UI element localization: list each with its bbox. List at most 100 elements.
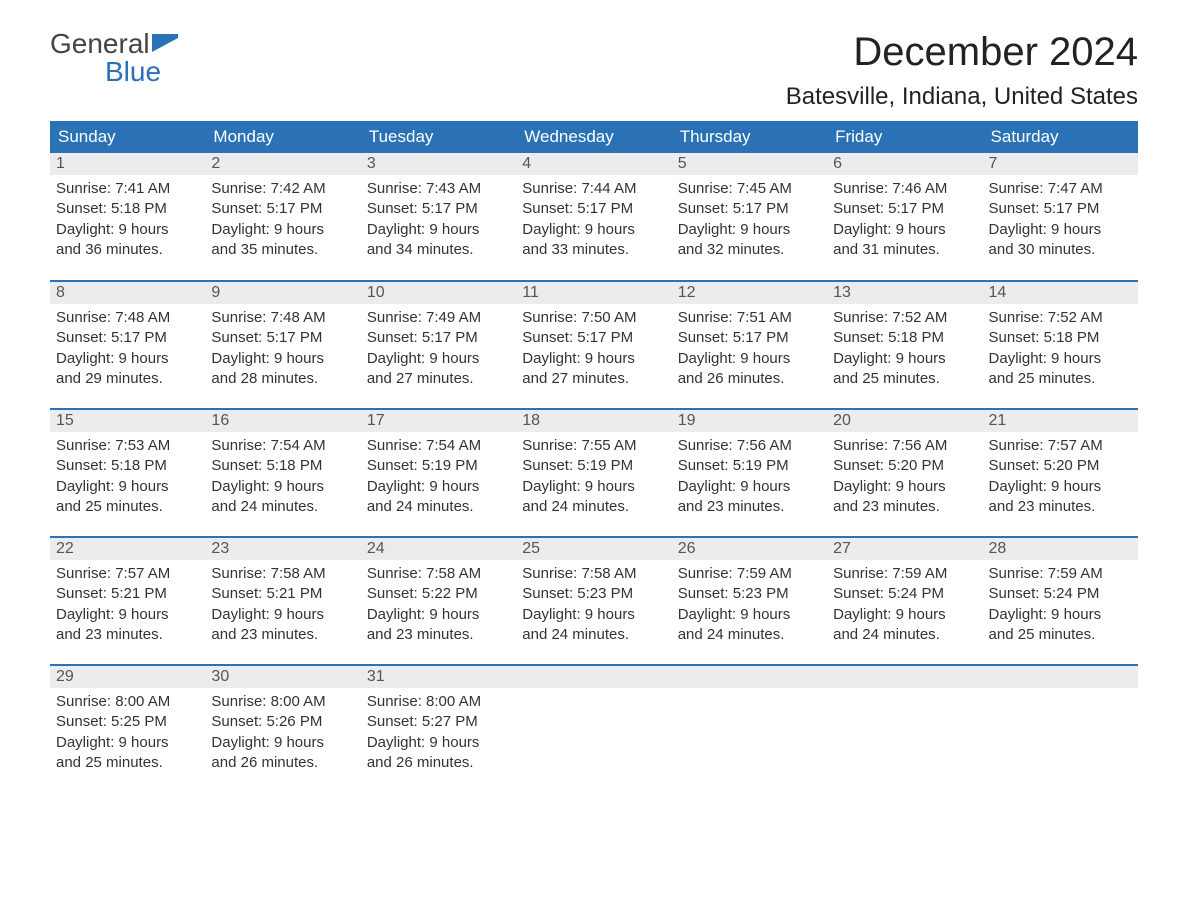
daylight-line1: Daylight: 9 hours	[56, 733, 199, 753]
day-details: Sunrise: 7:45 AMSunset: 5:17 PMDaylight:…	[672, 175, 827, 260]
day-details: Sunrise: 7:56 AMSunset: 5:19 PMDaylight:…	[672, 432, 827, 517]
day-number: 10	[361, 282, 516, 304]
sunrise-text: Sunrise: 7:54 AM	[211, 436, 354, 456]
sunset-text: Sunset: 5:18 PM	[989, 328, 1132, 348]
sunrise-text: Sunrise: 7:41 AM	[56, 179, 199, 199]
sunrise-text: Sunrise: 8:00 AM	[211, 692, 354, 712]
day-number: 29	[50, 666, 205, 688]
daylight-line2: and 26 minutes.	[678, 369, 821, 389]
sunset-text: Sunset: 5:17 PM	[989, 199, 1132, 219]
sunset-text: Sunset: 5:19 PM	[678, 456, 821, 476]
day-number: 6	[827, 153, 982, 175]
calendar-day: 29Sunrise: 8:00 AMSunset: 5:25 PMDayligh…	[50, 665, 205, 793]
daylight-line1: Daylight: 9 hours	[833, 477, 976, 497]
day-number: 18	[516, 410, 671, 432]
day-details: Sunrise: 7:41 AMSunset: 5:18 PMDaylight:…	[50, 175, 205, 260]
sunset-text: Sunset: 5:17 PM	[522, 328, 665, 348]
daylight-line2: and 25 minutes.	[56, 753, 199, 773]
daylight-line2: and 25 minutes.	[833, 369, 976, 389]
calendar-day: 15Sunrise: 7:53 AMSunset: 5:18 PMDayligh…	[50, 409, 205, 537]
daylight-line1: Daylight: 9 hours	[211, 349, 354, 369]
sunset-text: Sunset: 5:26 PM	[211, 712, 354, 732]
brand-logo: General Blue	[50, 30, 178, 86]
month-title: December 2024	[786, 30, 1138, 75]
sunset-text: Sunset: 5:17 PM	[367, 199, 510, 219]
day-details: Sunrise: 8:00 AMSunset: 5:26 PMDaylight:…	[205, 688, 360, 773]
day-details: Sunrise: 7:43 AMSunset: 5:17 PMDaylight:…	[361, 175, 516, 260]
brand-line2: Blue	[50, 58, 178, 86]
daylight-line2: and 23 minutes.	[989, 497, 1132, 517]
daylight-line2: and 25 minutes.	[989, 369, 1132, 389]
daylight-line2: and 30 minutes.	[989, 240, 1132, 260]
daylight-line2: and 23 minutes.	[56, 625, 199, 645]
day-number: 5	[672, 153, 827, 175]
day-details: Sunrise: 7:52 AMSunset: 5:18 PMDaylight:…	[827, 304, 982, 389]
day-details: Sunrise: 7:49 AMSunset: 5:17 PMDaylight:…	[361, 304, 516, 389]
calendar-day: 31Sunrise: 8:00 AMSunset: 5:27 PMDayligh…	[361, 665, 516, 793]
sunset-text: Sunset: 5:18 PM	[56, 199, 199, 219]
day-details: Sunrise: 7:57 AMSunset: 5:21 PMDaylight:…	[50, 560, 205, 645]
calendar-day: 10Sunrise: 7:49 AMSunset: 5:17 PMDayligh…	[361, 281, 516, 409]
sunrise-text: Sunrise: 7:43 AM	[367, 179, 510, 199]
day-details: Sunrise: 7:59 AMSunset: 5:24 PMDaylight:…	[827, 560, 982, 645]
day-number: 17	[361, 410, 516, 432]
sunset-text: Sunset: 5:17 PM	[211, 328, 354, 348]
sunrise-text: Sunrise: 7:45 AM	[678, 179, 821, 199]
day-number: 30	[205, 666, 360, 688]
day-number: 14	[983, 282, 1138, 304]
sunset-text: Sunset: 5:18 PM	[211, 456, 354, 476]
sunset-text: Sunset: 5:23 PM	[678, 584, 821, 604]
day-details: Sunrise: 7:53 AMSunset: 5:18 PMDaylight:…	[50, 432, 205, 517]
calendar-body: 1Sunrise: 7:41 AMSunset: 5:18 PMDaylight…	[50, 153, 1138, 793]
sunset-text: Sunset: 5:27 PM	[367, 712, 510, 732]
daylight-line1: Daylight: 9 hours	[367, 733, 510, 753]
calendar-day: 17Sunrise: 7:54 AMSunset: 5:19 PMDayligh…	[361, 409, 516, 537]
sunrise-text: Sunrise: 7:58 AM	[522, 564, 665, 584]
sunset-text: Sunset: 5:17 PM	[678, 199, 821, 219]
daylight-line1: Daylight: 9 hours	[833, 605, 976, 625]
daylight-line1: Daylight: 9 hours	[367, 220, 510, 240]
daylight-line1: Daylight: 9 hours	[989, 220, 1132, 240]
daylight-line1: Daylight: 9 hours	[678, 220, 821, 240]
calendar-day-empty	[827, 665, 982, 793]
sunset-text: Sunset: 5:17 PM	[522, 199, 665, 219]
daylight-line1: Daylight: 9 hours	[678, 349, 821, 369]
calendar-day: 4Sunrise: 7:44 AMSunset: 5:17 PMDaylight…	[516, 153, 671, 281]
column-header: Monday	[205, 121, 360, 153]
daylight-line2: and 24 minutes.	[833, 625, 976, 645]
calendar-week: 1Sunrise: 7:41 AMSunset: 5:18 PMDaylight…	[50, 153, 1138, 281]
sunset-text: Sunset: 5:21 PM	[211, 584, 354, 604]
daylight-line2: and 23 minutes.	[211, 625, 354, 645]
daylight-line1: Daylight: 9 hours	[522, 477, 665, 497]
calendar-head: SundayMondayTuesdayWednesdayThursdayFrid…	[50, 121, 1138, 153]
daylight-line2: and 24 minutes.	[367, 497, 510, 517]
calendar-day: 6Sunrise: 7:46 AMSunset: 5:17 PMDaylight…	[827, 153, 982, 281]
calendar-day: 28Sunrise: 7:59 AMSunset: 5:24 PMDayligh…	[983, 537, 1138, 665]
daylight-line2: and 25 minutes.	[56, 497, 199, 517]
day-number: 8	[50, 282, 205, 304]
day-number: 25	[516, 538, 671, 560]
sunset-text: Sunset: 5:19 PM	[522, 456, 665, 476]
sunrise-text: Sunrise: 7:54 AM	[367, 436, 510, 456]
sunrise-text: Sunrise: 7:56 AM	[678, 436, 821, 456]
day-details: Sunrise: 7:58 AMSunset: 5:22 PMDaylight:…	[361, 560, 516, 645]
sunrise-text: Sunrise: 7:55 AM	[522, 436, 665, 456]
calendar-day: 19Sunrise: 7:56 AMSunset: 5:19 PMDayligh…	[672, 409, 827, 537]
calendar-day: 3Sunrise: 7:43 AMSunset: 5:17 PMDaylight…	[361, 153, 516, 281]
day-details: Sunrise: 7:42 AMSunset: 5:17 PMDaylight:…	[205, 175, 360, 260]
calendar-day: 20Sunrise: 7:56 AMSunset: 5:20 PMDayligh…	[827, 409, 982, 537]
day-details: Sunrise: 7:54 AMSunset: 5:19 PMDaylight:…	[361, 432, 516, 517]
day-details: Sunrise: 8:00 AMSunset: 5:27 PMDaylight:…	[361, 688, 516, 773]
calendar-day: 13Sunrise: 7:52 AMSunset: 5:18 PMDayligh…	[827, 281, 982, 409]
day-number: 26	[672, 538, 827, 560]
day-details: Sunrise: 7:59 AMSunset: 5:24 PMDaylight:…	[983, 560, 1138, 645]
calendar-day-empty	[672, 665, 827, 793]
flag-icon	[152, 34, 178, 54]
sunrise-text: Sunrise: 8:00 AM	[56, 692, 199, 712]
day-details: Sunrise: 7:48 AMSunset: 5:17 PMDaylight:…	[50, 304, 205, 389]
calendar-day: 14Sunrise: 7:52 AMSunset: 5:18 PMDayligh…	[983, 281, 1138, 409]
calendar-day-empty	[983, 665, 1138, 793]
daylight-line2: and 24 minutes.	[522, 497, 665, 517]
calendar-week: 8Sunrise: 7:48 AMSunset: 5:17 PMDaylight…	[50, 281, 1138, 409]
daylight-line2: and 26 minutes.	[211, 753, 354, 773]
